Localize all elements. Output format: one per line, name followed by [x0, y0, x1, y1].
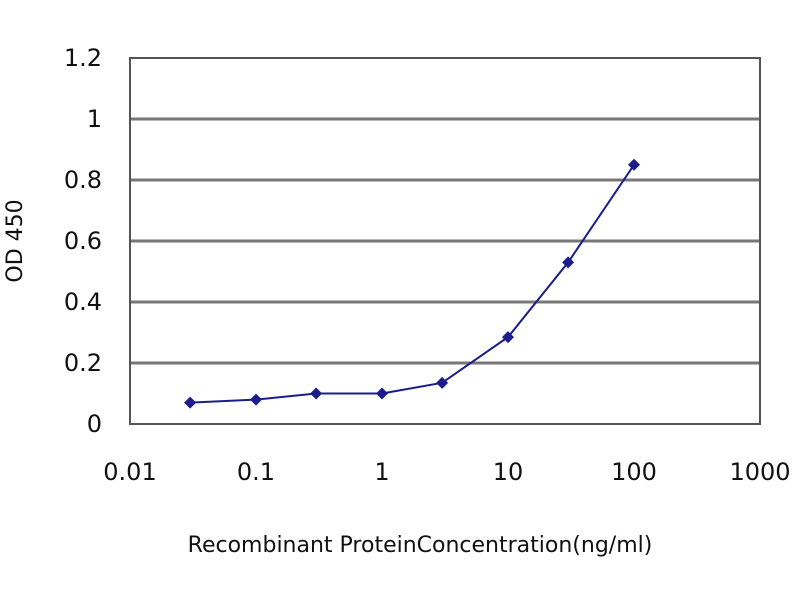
- y-tick-label: 0.2: [64, 349, 102, 377]
- data-point-marker: [376, 387, 388, 400]
- data-point-marker: [250, 393, 262, 406]
- data-point-marker: [628, 158, 640, 171]
- y-tick-label: 1: [87, 105, 102, 133]
- x-axis-title: Recombinant ProteinConcentration(ng/ml): [188, 533, 653, 558]
- x-tick-label: 0.01: [103, 458, 156, 486]
- x-tick-label: 1000: [729, 458, 790, 486]
- data-point-marker: [184, 396, 197, 409]
- data-point-marker: [502, 331, 514, 344]
- y-axis-tick-labels: 0 0.2 0.4 0.6 0.8 1 1.2: [64, 44, 102, 438]
- y-tick-label: 1.2: [64, 44, 102, 72]
- data-point-marker: [310, 387, 323, 400]
- y-tick-label: 0: [87, 410, 102, 438]
- series-line: [190, 164, 635, 404]
- y-tick-label: 0.8: [64, 166, 102, 194]
- x-tick-label: 100: [611, 458, 657, 486]
- y-axis-title: OD 450: [3, 199, 28, 282]
- x-tick-label: 0.1: [237, 458, 275, 486]
- y-tick-label: 0.4: [64, 288, 102, 316]
- data-point-marker: [436, 376, 449, 389]
- y-tick-label: 0.6: [64, 227, 102, 255]
- gridlines: [130, 117, 760, 365]
- data-series: [184, 158, 640, 409]
- x-tick-label: 1: [374, 458, 389, 486]
- plot-area-frame: [129, 57, 761, 425]
- x-axis-tick-labels: 0.01 0.1 1 10 100 1000: [103, 458, 790, 486]
- x-tick-label: 10: [493, 458, 524, 486]
- data-point-marker: [562, 256, 575, 269]
